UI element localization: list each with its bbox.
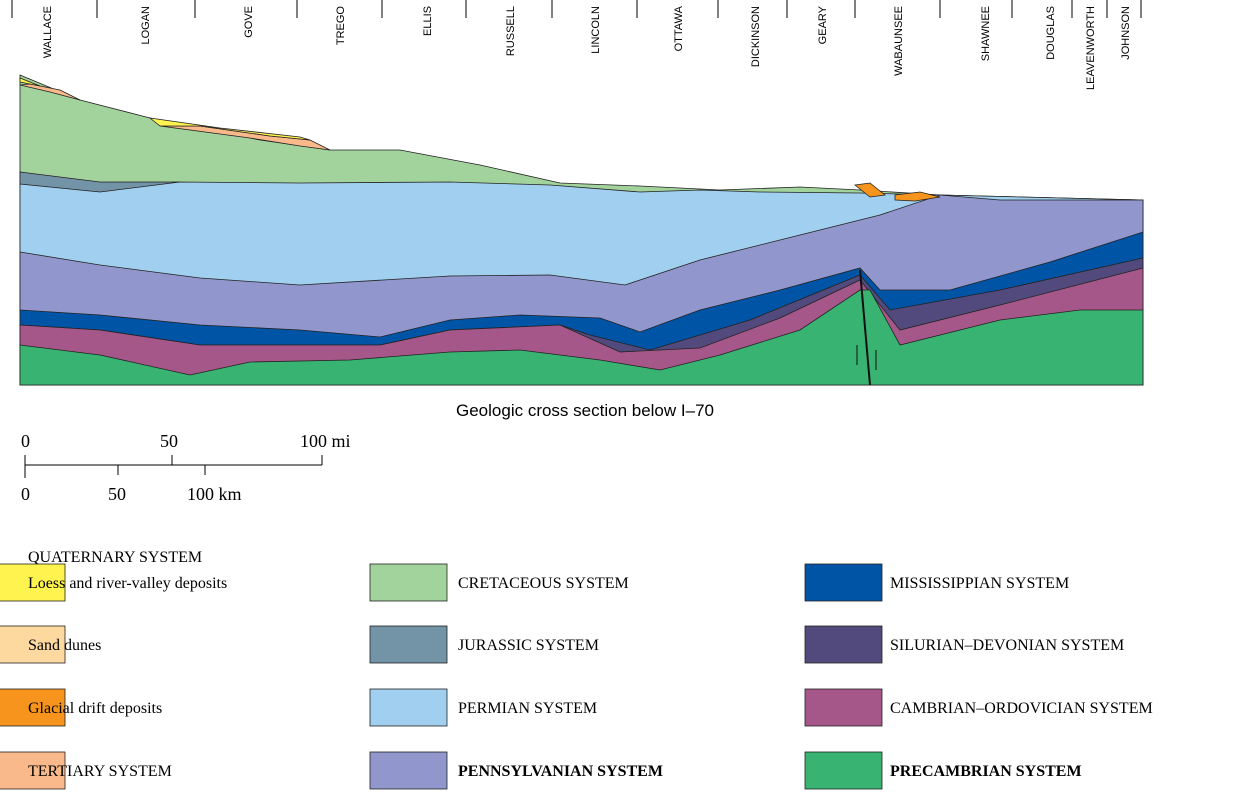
county-label: ELLIS (422, 6, 434, 36)
legend-swatch (0, 688, 66, 727)
county-label: JOHNSON (1120, 6, 1132, 60)
caption: Geologic cross section below I–70 (456, 401, 714, 420)
legend-label: SILURIAN–DEVONIAN SYSTEM (890, 637, 1124, 654)
scale-label: 0 (21, 484, 30, 504)
legend-label: Loess and river-valley deposits (28, 575, 227, 592)
legend-label: PERMIAN SYSTEM (458, 700, 597, 717)
legend-label: PRECAMBRIAN SYSTEM (890, 763, 1082, 780)
legend-label: CAMBRIAN–ORDOVICIAN SYSTEM (890, 700, 1153, 717)
county-label: GEARY (817, 5, 829, 44)
legend-swatch (804, 625, 883, 664)
scale-label: 50 (108, 484, 126, 504)
cross-section (19, 74, 1144, 386)
scale-label: 100 km (187, 484, 242, 504)
legend-label: CRETACEOUS SYSTEM (458, 575, 629, 592)
glacial-drift (854, 182, 941, 202)
county-label: SHAWNEE (980, 6, 992, 61)
loess (19, 77, 311, 141)
county-label: TREGO (335, 6, 347, 46)
county-label: OTTAWA (673, 5, 685, 51)
county-label: GOVE (243, 6, 255, 38)
county-label: LOGAN (140, 6, 152, 45)
precambrian (19, 289, 1144, 386)
legend-swatch (369, 688, 448, 727)
jurassic (19, 171, 181, 193)
scale-bar: 0 50 100 mi 0 50 100 km (21, 431, 351, 504)
county-label: WALLACE (42, 6, 54, 58)
legend-swatch (0, 625, 66, 664)
scale-label: 0 (21, 431, 30, 451)
legend-swatch (369, 751, 448, 790)
legend-swatch (804, 751, 883, 790)
fault (859, 269, 871, 386)
county-label: LINCOLN (590, 6, 602, 54)
legend-swatch (804, 563, 883, 602)
county-label: DICKINSON (750, 6, 762, 67)
legend-label: JURASSIC SYSTEM (458, 637, 599, 654)
county-label: RUSSELL (505, 6, 517, 56)
scale-label: 50 (160, 431, 178, 451)
legend-label: TERTIARY SYSTEM (28, 763, 172, 780)
county-label: WABAUNSEE (893, 6, 905, 76)
legend-swatch (369, 625, 448, 664)
legend-label: Sand dunes (28, 637, 101, 654)
legend-label: MISSISSIPPIAN SYSTEM (890, 575, 1069, 592)
legend-swatch (804, 688, 883, 727)
legend-label: Glacial drift deposits (28, 700, 162, 717)
legend-heading: QUATERNARY SYSTEM (28, 549, 202, 566)
legend-swatch (369, 563, 448, 602)
legend-label: PENNSYLVANIAN SYSTEM (458, 763, 663, 780)
county-label: LEAVENWORTH (1085, 6, 1097, 90)
scale-label: 100 mi (300, 431, 351, 451)
county-label: DOUGLAS (1045, 6, 1057, 60)
legend-swatch (0, 563, 66, 602)
legend-swatch (0, 751, 66, 790)
